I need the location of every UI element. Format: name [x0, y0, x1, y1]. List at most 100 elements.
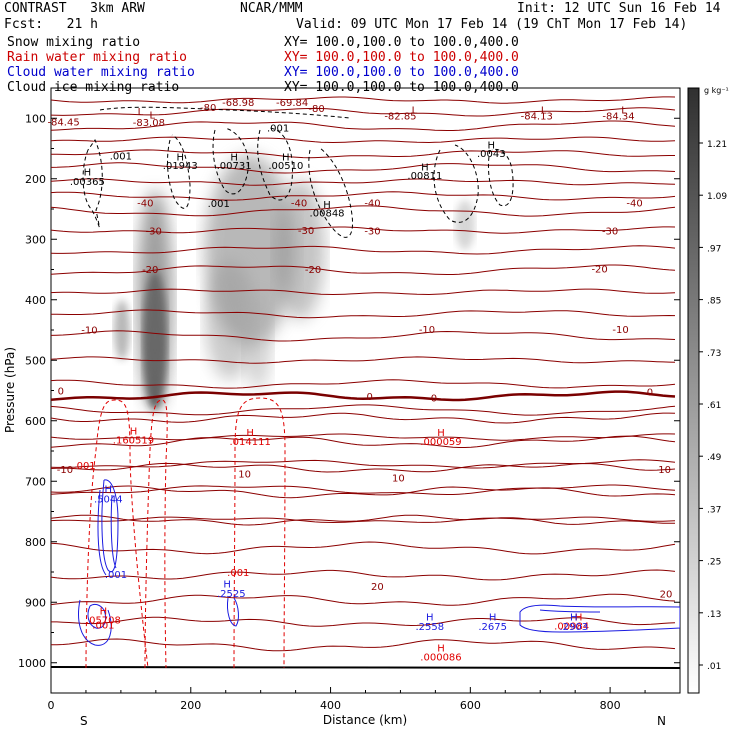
temperature-label: -10	[57, 465, 73, 476]
temperature-label: -69.84	[276, 98, 308, 109]
rain-water-label: .000059	[420, 437, 461, 448]
cloud-ice-label: .001	[267, 124, 289, 135]
isotherm-line	[51, 541, 676, 555]
rain-water-label: .000086	[420, 652, 461, 663]
cloud-water-label: H	[105, 485, 113, 496]
colorbar-ticks: .01 .13 .25 .37 .49 .61 .73 .85 .97 1.09 1.21 g kg⁻…	[699, 86, 729, 672]
isotherm-line	[51, 514, 676, 526]
isotherm-line	[51, 226, 676, 234]
cloud-water-label: H	[223, 580, 231, 591]
colorbar	[687, 87, 700, 694]
cloud-ice-label: .00510	[268, 161, 303, 172]
x-tick-label: 400	[320, 699, 341, 712]
colorbar-tick-label: .25	[707, 558, 721, 568]
cloud-ice-label: H	[488, 141, 496, 152]
colorbar-tick-label: 1.21	[707, 140, 727, 150]
rain-water-contour	[144, 399, 168, 669]
cloud-ice-contour	[99, 106, 351, 119]
temperature-label: -20	[305, 265, 321, 276]
colorbar-tick-label: 1.09	[707, 192, 727, 202]
isotherm-line	[51, 593, 676, 606]
temperature-label: 10	[658, 465, 671, 476]
isotherm-line	[51, 178, 676, 186]
temperature-label: L	[150, 110, 156, 121]
temperature-label: -40	[137, 199, 153, 210]
colorbar-tick-label: .13	[707, 610, 721, 620]
cloud-ice-contour	[487, 148, 514, 207]
isotherm-line	[51, 309, 676, 319]
rain-water-label: H	[246, 428, 254, 439]
temperature-label: -30	[298, 226, 314, 237]
rain-water-label: .001	[73, 461, 95, 472]
temperature-label: -40	[291, 199, 307, 210]
colorbar-tick-label: .49	[707, 453, 722, 463]
isotherm-line	[51, 485, 676, 499]
temperature-label: 10	[392, 473, 405, 484]
x-end-label-north: N	[657, 714, 666, 728]
model-title: CONTRAST 3km ARW	[4, 1, 145, 16]
snow-column-shading	[137, 190, 173, 410]
cloud-ice-label: H	[84, 168, 92, 179]
temperature-label: -40	[626, 199, 642, 210]
cloud-water-contours	[78, 479, 680, 646]
field-ice-name: Cloud ice mixing ratio	[7, 80, 180, 95]
field-rain-xy: XY= 100.0,100.0 to 100.0,400.0	[284, 50, 519, 65]
cloud-water-contour	[539, 609, 601, 613]
temperature-label: -80	[308, 104, 324, 115]
isotherm-line	[51, 191, 676, 201]
cloud-ice-label: H	[177, 153, 185, 164]
temperature-label: -80	[200, 103, 216, 114]
temperature-label: -20	[591, 265, 607, 276]
org-label: NCAR/MMM	[240, 1, 303, 16]
cloud-ice-label: H	[421, 162, 429, 173]
isotherm-line	[51, 516, 676, 524]
temperature-label: -10	[81, 326, 97, 337]
snow-tail-shading	[244, 290, 272, 390]
cloud-ice-contour	[308, 147, 354, 238]
cloud-water-label: .2903	[559, 622, 588, 633]
temperature-label: 10	[238, 470, 251, 481]
cloud-water-contour	[519, 604, 680, 633]
field-snow-name: Snow mixing ratio	[7, 35, 141, 50]
cloud-ice-label: .00811	[407, 171, 442, 182]
temperature-label: 0	[367, 392, 373, 403]
cloud-ice-contour	[212, 127, 249, 195]
rain-water-contour	[233, 397, 286, 669]
temperature-label: -10	[419, 325, 435, 336]
cloud-water-label: H	[426, 612, 434, 623]
isotherm-line	[51, 245, 676, 255]
cloud-water-label: .2675	[478, 622, 507, 633]
isotherm-line	[51, 288, 676, 296]
cloud-ice-label: .0043	[477, 149, 506, 160]
temperature-label: -20	[142, 265, 158, 276]
cloud-water-contour	[227, 597, 239, 627]
isotherm-line	[51, 379, 676, 389]
cloud-ice-label: .00848	[310, 208, 345, 219]
cloud-ice-contour	[82, 138, 103, 228]
contour-labels: -80 -68.98 -69.84-80L-84.45L-83.08L-82.85L…	[47, 98, 672, 663]
temperature-label: -84.34	[602, 111, 634, 122]
valid-time: Valid: 09 UTC Mon 17 Feb 14 (19 ChT Mon …	[296, 17, 688, 32]
cloud-ice-label: .00731	[217, 161, 252, 172]
temperature-label: 20	[660, 589, 673, 600]
cloud-water-label: H	[489, 612, 497, 623]
isotherm-line	[51, 136, 676, 144]
cloud-ice-label: .01943	[163, 161, 198, 172]
temperature-label: -30	[602, 226, 618, 237]
temperature-label: 0	[647, 387, 653, 398]
cloud-water-label: .2525	[217, 589, 246, 600]
cloud-ice-label: H	[282, 153, 290, 164]
cloud-water-contour	[110, 494, 117, 569]
isotherm-line	[51, 412, 676, 424]
snow-shading	[114, 155, 475, 410]
colorbar-unit: g kg⁻¹	[704, 86, 729, 95]
rain-water-label: .001	[92, 620, 114, 631]
rain-water-contour	[85, 399, 149, 669]
isotherm-line	[51, 638, 676, 652]
temperature-label: L	[541, 105, 547, 116]
colorbar-tick-label: .85	[707, 297, 721, 307]
temperature-label: 20	[371, 582, 384, 593]
temperature-label: 0	[58, 387, 64, 398]
